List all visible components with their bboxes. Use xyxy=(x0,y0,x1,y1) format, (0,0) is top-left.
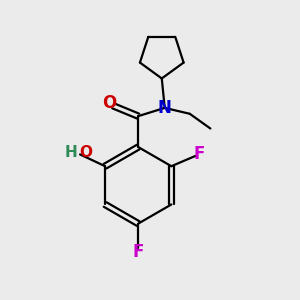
Text: O: O xyxy=(103,94,117,112)
Text: N: N xyxy=(158,99,172,117)
Text: F: F xyxy=(194,145,205,163)
Text: F: F xyxy=(133,243,144,261)
Text: O: O xyxy=(79,146,92,160)
Text: H: H xyxy=(64,146,77,160)
